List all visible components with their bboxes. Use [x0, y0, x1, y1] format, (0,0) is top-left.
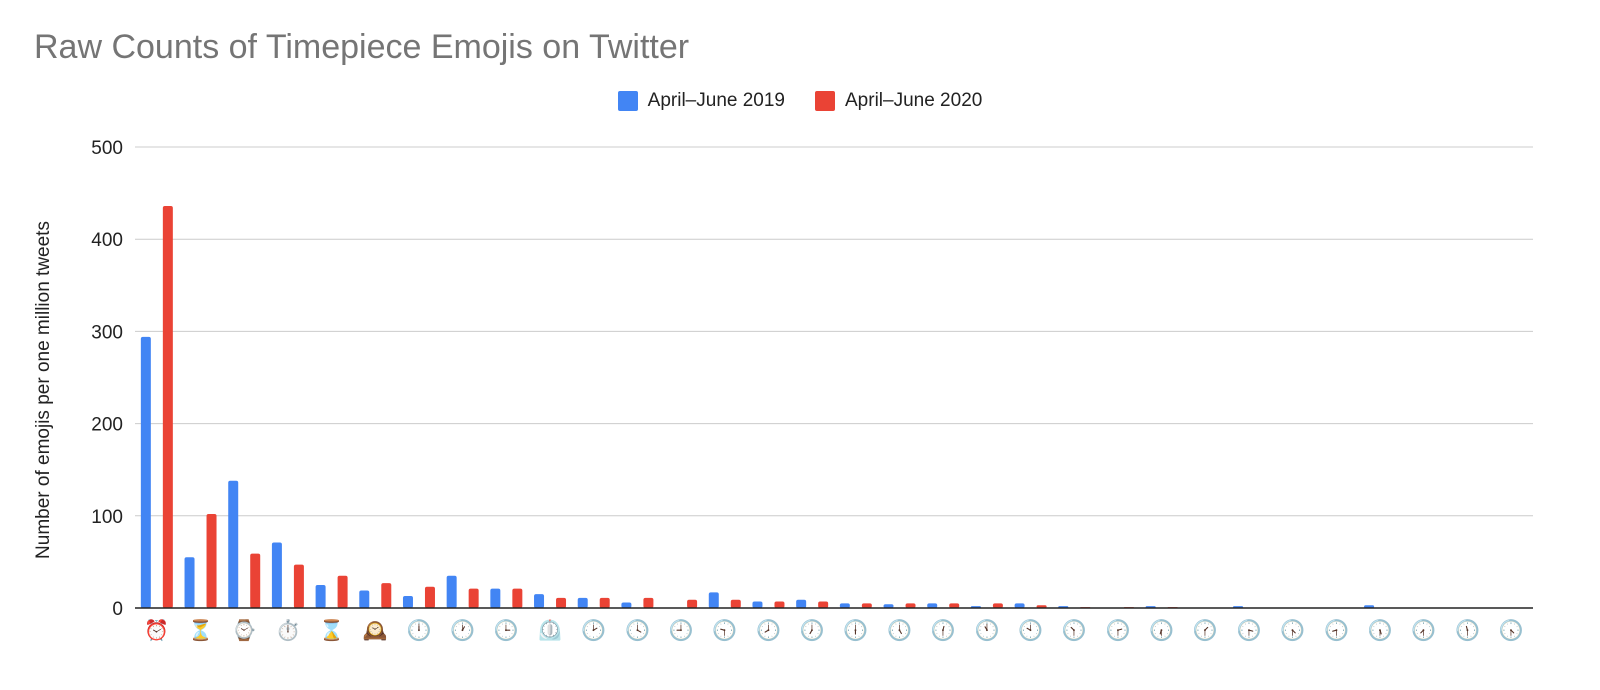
- x-tick-label: 🕑: [581, 618, 606, 642]
- bar-2019: [359, 590, 370, 608]
- bar-2019: [883, 604, 894, 608]
- x-tick-label: 🕟: [1280, 618, 1305, 642]
- bar-2020: [992, 603, 1003, 608]
- bar-2020: [905, 603, 916, 608]
- y-tick-label: 0: [112, 599, 123, 620]
- legend-swatch-2019: [617, 91, 638, 111]
- x-tick-label: 🕙: [1018, 618, 1043, 642]
- bar-2019: [839, 603, 850, 608]
- bar-2020: [162, 206, 173, 608]
- bar-2020: [861, 603, 872, 608]
- bar-2019: [621, 602, 632, 608]
- bar-2020: [949, 603, 960, 608]
- bar-2020: [818, 601, 829, 608]
- x-tick-label: 🕔: [887, 618, 912, 642]
- bar-2020: [424, 586, 435, 608]
- y-tick-label: 500: [91, 138, 123, 159]
- bar-2019: [796, 599, 807, 608]
- bar-2019: [577, 597, 588, 608]
- x-tick-label: 🕚: [974, 618, 999, 642]
- bar-2020: [643, 597, 654, 608]
- legend-item-2019: April–June 2019: [617, 90, 785, 112]
- y-tick-label: 100: [91, 507, 123, 528]
- x-tick-label: 🕥: [1062, 618, 1087, 642]
- x-tick-label: 🕕: [843, 618, 868, 642]
- x-tick-label: 🕜: [1193, 618, 1218, 642]
- bar-2020: [687, 599, 698, 608]
- x-tick-label: 🕞: [1237, 618, 1262, 642]
- y-tick-label: 400: [91, 230, 123, 251]
- x-tick-label: 🕟: [1499, 618, 1524, 642]
- bar-2020: [512, 588, 523, 608]
- legend-swatch-2020: [815, 91, 835, 111]
- x-tick-label: ⏲️: [538, 618, 563, 642]
- x-tick-label: 🕝: [1106, 618, 1131, 642]
- bar-2019: [228, 480, 239, 608]
- x-tick-label: 🕤: [712, 618, 737, 642]
- bar-2019: [752, 601, 763, 608]
- y-tick-label: 200: [91, 415, 123, 436]
- x-tick-label: ⏰: [144, 618, 169, 642]
- bar-2019: [927, 603, 938, 608]
- bar-2020: [337, 575, 348, 608]
- y-tick-label: 300: [91, 322, 123, 343]
- x-tick-label: ⌛: [319, 618, 344, 642]
- legend-label-2019: April–June 2019: [647, 90, 785, 111]
- bar-2019: [708, 592, 719, 608]
- bar-2020: [206, 513, 217, 608]
- bar-2020: [556, 597, 567, 608]
- x-tick-label: 🕛: [407, 618, 432, 642]
- x-tick-label: 🕡: [1149, 618, 1174, 642]
- bar-2019: [271, 542, 282, 608]
- bar-2020: [381, 583, 392, 608]
- chart-title: Raw Counts of Timepiece Emojis on Twitte…: [34, 28, 690, 66]
- x-tick-label: 🕦: [1455, 618, 1480, 642]
- x-tick-label: 🕒: [494, 618, 519, 642]
- x-tick-label: ⌚: [232, 618, 257, 642]
- bar-2019: [446, 575, 457, 608]
- x-tick-label: ⏳: [188, 618, 213, 642]
- x-tick-label: 🕠: [1368, 618, 1393, 642]
- x-tick-label: 🕣: [1324, 618, 1349, 642]
- bar-2019: [490, 588, 501, 608]
- bar-2020: [599, 597, 610, 608]
- x-tick-label: 🕘: [669, 618, 694, 642]
- legend-item-2020: April–June 2020: [815, 90, 982, 112]
- bar-2019: [534, 594, 545, 608]
- x-tick-label: 🕗: [756, 618, 781, 642]
- bar-2020: [293, 564, 304, 608]
- bar-2020: [730, 599, 741, 608]
- bar-2019: [184, 557, 195, 608]
- x-tick-label: 🕐: [450, 618, 475, 642]
- bar-2020: [774, 601, 785, 608]
- x-tick-label: 🕢: [1411, 618, 1436, 642]
- bar-2020: [468, 588, 479, 608]
- x-tick-label: 🕰️: [363, 618, 388, 642]
- bar-2019: [1014, 603, 1025, 608]
- x-tick-label: ⏱️: [275, 618, 300, 642]
- chart-legend: April–June 2019 April–June 2020: [0, 90, 1600, 112]
- x-tick-label: 🕖: [800, 618, 825, 642]
- bar-2020: [250, 553, 261, 608]
- bar-2019: [402, 596, 413, 608]
- x-tick-label: 🕓: [625, 618, 650, 642]
- bar-2019: [140, 336, 151, 608]
- bar-2019: [315, 584, 326, 608]
- x-tick-label: 🕧: [931, 618, 956, 642]
- legend-label-2020: April–June 2020: [845, 90, 983, 111]
